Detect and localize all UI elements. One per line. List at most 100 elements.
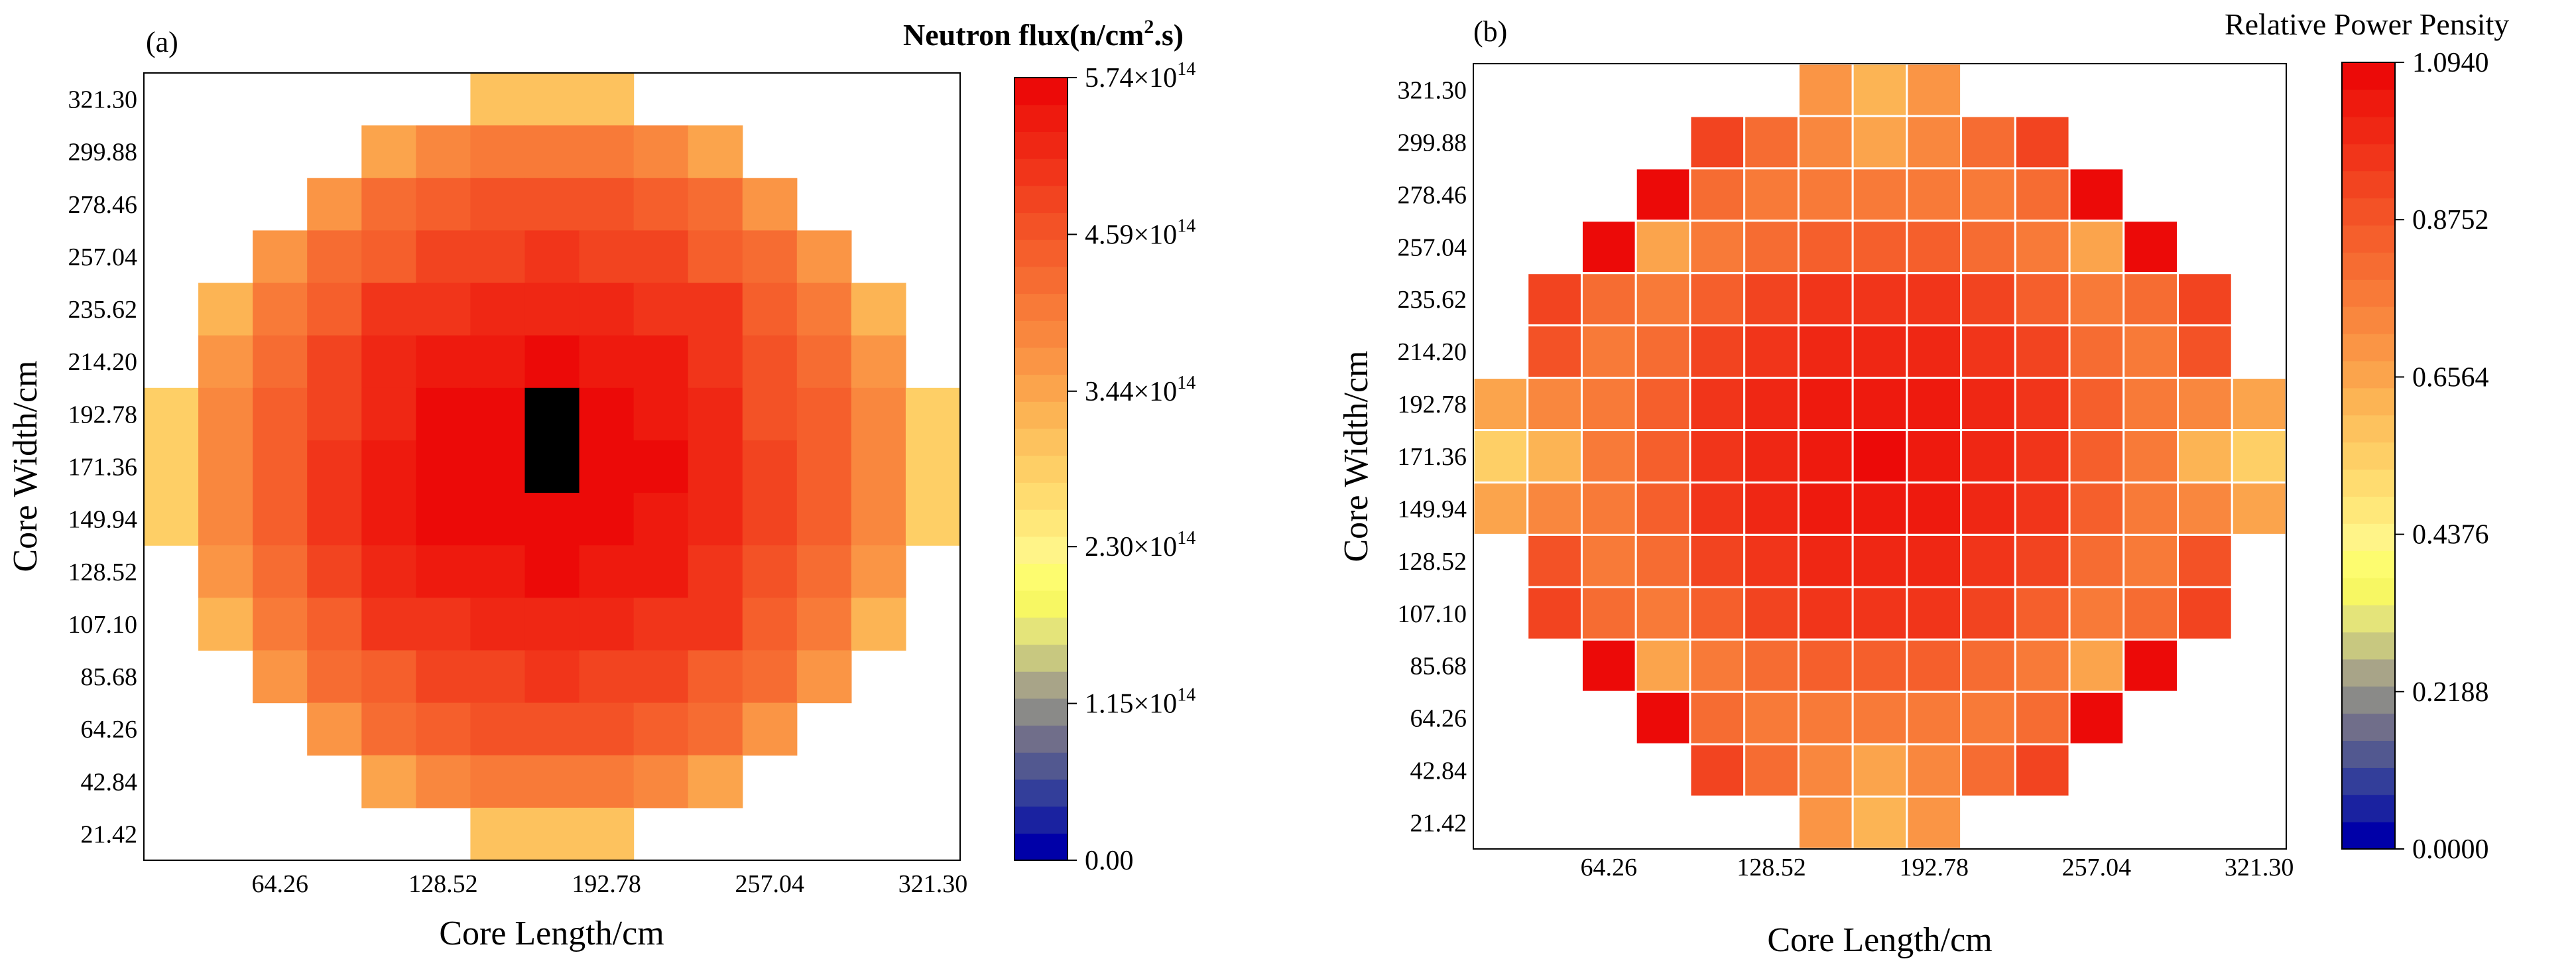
panel-a-cell: [253, 440, 308, 493]
panel-b-cell: [1472, 377, 1529, 432]
panel-b-cell: [1906, 377, 1963, 432]
panel-b-colorbar-band: [2342, 387, 2395, 416]
panel-a-cell: [796, 493, 852, 546]
panel-a-cell: [633, 230, 689, 284]
panel-a-cell: [633, 387, 689, 441]
panel-a-cell: [470, 440, 526, 493]
panel-a-colorbar-band: [1014, 806, 1068, 834]
panel-b-cell: [1851, 481, 1908, 536]
panel-a-cell: [307, 702, 362, 756]
panel-a: (a) Neutron flux(n/cm2.s) 321.30 299.88 27…: [7, 16, 1196, 952]
panel-a-cell: [633, 650, 689, 704]
panel-b-cell: [1580, 272, 1637, 327]
panel-a-cell: [742, 440, 798, 493]
panel-b-colorbar-band: [2342, 469, 2395, 497]
panel-a-colorbar-band: [1014, 320, 1068, 348]
panel-b-cell: [1906, 690, 1963, 745]
panel-b-cell: [1689, 429, 1746, 484]
panel-a-cell: [198, 493, 253, 546]
panel-b-title: Relative Power Pensity: [2225, 7, 2509, 41]
panel-b-y-tick-label: 321.30: [1398, 77, 1467, 105]
panel-a-colorbar-ticks: 0.00 1.15×1014 2.30×1014 3.44×1014 4.59×1014…: [1068, 59, 1196, 876]
panel-a-cell: [470, 650, 526, 704]
panel-a-y-tick-label: 214.20: [68, 348, 138, 376]
panel-b-cell: [1689, 743, 1746, 798]
panel-a-cell: [579, 650, 635, 704]
panel-b-cell: [2122, 533, 2179, 588]
panel-a-colorbar-band: [1014, 428, 1068, 456]
panel-a-cell: [688, 125, 743, 178]
panel-b-cell: [1906, 324, 1963, 379]
panel-a-cell: [253, 387, 308, 441]
panel-b-cell: [1797, 377, 1854, 432]
panel-a-cell: [633, 283, 689, 336]
panel-b-cell: [1634, 638, 1691, 693]
panel-a-title: Neutron flux(n/cm2.s): [903, 16, 1184, 52]
panel-b-cell: [1689, 220, 1746, 275]
panel-b-colorbar-band: [2342, 279, 2395, 307]
panel-b-cell: [2068, 690, 2125, 745]
panel-b-cell: [2177, 272, 2233, 327]
panel-a-cell: [688, 545, 743, 598]
panel-b-cell: [2122, 481, 2179, 536]
panel-a-plot-frame: [143, 72, 961, 861]
panel-a-cell: [307, 650, 362, 704]
panel-a-cell: [416, 598, 471, 651]
panel-a-cell: [633, 178, 689, 231]
panel-b-colorbar-band: [2342, 686, 2395, 714]
panel-a-cell: [796, 650, 852, 704]
panel-b-cell: [2122, 638, 2179, 693]
panel-b-cell: [1743, 429, 1800, 484]
panel-b-label: (b): [1473, 15, 1507, 48]
panel-b-cell: [1960, 115, 2016, 170]
panel-b-colorbar-band: [2342, 333, 2395, 361]
panel-b-colorbar-band: [2342, 198, 2395, 226]
panel-b-cell: [2068, 638, 2125, 693]
panel-a-y-tick-label: 321.30: [68, 86, 138, 114]
panel-a-cell: [579, 73, 635, 126]
panel-b-y-tick-label: 149.94: [1398, 495, 1467, 523]
panel-a-cell: [361, 125, 416, 178]
panel-b-cell: [1906, 272, 1963, 327]
panel-b-cell: [1743, 167, 1800, 222]
panel-a-y-tick-label: 128.52: [68, 558, 138, 586]
panel-b-cell: [1797, 272, 1854, 327]
panel-b-cell: [1526, 377, 1583, 432]
panel-b-y-tick-label: 107.10: [1398, 600, 1467, 628]
panel-b-colorbar-band: [2342, 116, 2395, 145]
panel-a-cell: [851, 440, 906, 493]
panel-a-cell: [742, 702, 798, 756]
panel-b-x-tick-label: 257.04: [2062, 854, 2132, 881]
panel-a-colorbar-tick-label: 1.15×1014: [1085, 685, 1196, 720]
panel-b-cell: [1526, 429, 1583, 484]
panel-b-cell: [2014, 743, 2071, 798]
panel-a-cell: [361, 702, 416, 756]
panel-b-colorbar-band: [2342, 62, 2395, 90]
panel-a-cell: [470, 178, 526, 231]
panel-a-cell: [307, 178, 362, 231]
panel-b-cell: [1743, 743, 1800, 798]
panel-a-cell: [524, 125, 580, 178]
panel-a-cell: [416, 545, 471, 598]
panel-b-cell: [1960, 324, 2016, 379]
panel-b-y-tick-label: 85.68: [1410, 653, 1467, 680]
panel-b-cell: [1634, 481, 1691, 536]
panel-a-y-tick-labels: 321.30 299.88 278.46 257.04 235.62 214.20 192.…: [68, 86, 138, 849]
panel-b-colorbar-frame: [2341, 62, 2396, 850]
panel-a-cell: [633, 335, 689, 389]
panel-b-cell: [1634, 324, 1691, 379]
panel-b-cell: [2068, 586, 2125, 641]
panel-b-cell: [1472, 481, 1529, 536]
panel-a-cell: [688, 387, 743, 441]
panel-b-cell: [1906, 62, 1963, 117]
panel-a-cell: [796, 598, 852, 651]
panel-b-y-tick-label: 64.26: [1410, 705, 1467, 733]
panel-a-cell: [851, 493, 906, 546]
panel-b-colorbar-band: [2342, 767, 2395, 795]
panel-a-colorbar-band: [1014, 563, 1068, 591]
panel-a-cell: [416, 178, 471, 231]
panel-b-cell: [1797, 62, 1854, 117]
panel-b-cell: [1580, 533, 1637, 588]
panel-a-cell: [633, 440, 689, 493]
panel-b-colorbar-band: [2342, 659, 2395, 687]
